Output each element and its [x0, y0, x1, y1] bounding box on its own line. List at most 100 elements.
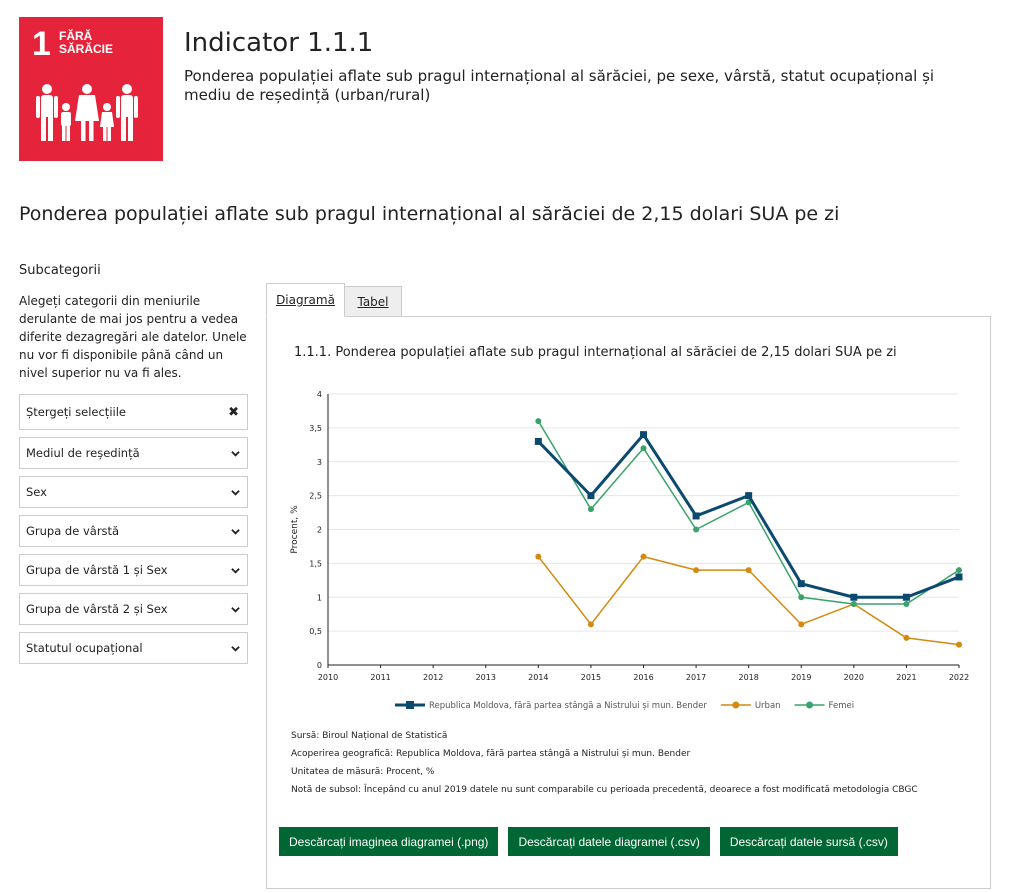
tab-table[interactable]: Tabel — [344, 286, 402, 317]
select-label: Mediul de reședință — [26, 446, 140, 460]
legend-label: Urban — [755, 701, 781, 711]
data-point — [745, 492, 753, 500]
y-tick-label: 0,5 — [309, 627, 322, 636]
select-label: Grupa de vârstă 1 și Sex — [26, 563, 168, 577]
download-buttons: Descărcați imaginea diagramei (.png) Des… — [279, 827, 898, 856]
select-age-group-1-sex[interactable]: Grupa de vârstă 1 și Sex — [19, 554, 248, 586]
data-point — [587, 621, 594, 628]
sdg-goal-logo: 1 FĂRĂ SĂRĂCIE — [19, 17, 163, 161]
select-age-group-2-sex[interactable]: Grupa de vârstă 2 și Sex — [19, 593, 248, 625]
select-label: Grupa de vârstă — [26, 524, 120, 538]
chart-notes: Sursă: Biroul Național de Statistică Aco… — [291, 727, 918, 799]
subcategories-help-text: Alegeți categorii din meniurile derulant… — [19, 294, 247, 380]
y-tick-label: 3,5 — [309, 424, 322, 433]
chevron-down-icon — [231, 489, 240, 496]
unit-note: Unitatea de măsură: Procent, % — [291, 767, 435, 777]
y-tick-label: 2,5 — [309, 492, 322, 501]
clear-selections-button[interactable]: Ștergeți selecțiile ✖ — [19, 394, 248, 430]
indicator-title: Indicator 1.1.1 — [184, 28, 374, 58]
x-tick-label: 2013 — [476, 673, 496, 682]
data-point — [903, 601, 910, 608]
chevron-down-icon — [231, 606, 240, 613]
series-line — [537, 420, 960, 605]
select-occupational-status[interactable]: Statutul ocupațional — [19, 632, 248, 664]
data-point — [693, 526, 700, 533]
legend-label: Femei — [829, 701, 855, 711]
y-axis-label: Procent, % — [290, 505, 300, 554]
clear-selections-label: Ștergeți selecțiile — [26, 405, 126, 419]
sdg-goal-name-line1: FĂRĂ — [59, 29, 93, 43]
legend-marker — [406, 701, 414, 709]
chevron-down-icon — [231, 450, 240, 457]
sdg-goal-name: FĂRĂ SĂRĂCIE — [59, 30, 119, 56]
subcategories-sidebar: Subcategorii Alegeți categorii din meniu… — [19, 263, 248, 671]
source-note: Sursă: Biroul Național de Statistică — [291, 731, 448, 741]
data-point — [640, 431, 647, 439]
download-png-button[interactable]: Descărcați imaginea diagramei (.png) — [279, 827, 499, 856]
x-tick-label: 2016 — [633, 673, 653, 682]
x-tick-label: 2018 — [738, 673, 758, 682]
data-point — [850, 601, 857, 608]
data-point — [535, 418, 542, 425]
close-icon: ✖ — [228, 404, 239, 420]
select-age-group[interactable]: Grupa de vârstă — [19, 515, 248, 547]
series-title: Ponderea populației aflate sub pragul in… — [19, 203, 840, 225]
data-point — [902, 593, 910, 601]
y-tick-label: 3 — [317, 458, 322, 467]
download-source-csv-button[interactable]: Descărcați datele sursă (.csv) — [719, 827, 898, 856]
legend-item: Urban — [720, 701, 781, 711]
legend-label: Republica Moldova, fără partea stângă a … — [429, 701, 707, 711]
data-point — [535, 553, 542, 560]
data-point — [798, 621, 805, 628]
select-label: Statutul ocupațional — [26, 641, 143, 655]
sdg-goal-number: 1 — [32, 25, 51, 63]
x-tick-label: 2021 — [896, 673, 916, 682]
data-point — [955, 573, 963, 581]
chart-panel: 1.1.1. Ponderea populației aflate sub pr… — [266, 316, 991, 889]
sdg-goal-name-line2: SĂRĂCIE — [59, 42, 114, 56]
legend-marker — [732, 701, 740, 709]
tab-chart[interactable]: Diagramă — [266, 283, 345, 317]
data-point — [693, 567, 700, 574]
x-tick-label: 2015 — [581, 673, 601, 682]
x-tick-label: 2022 — [949, 673, 969, 682]
y-tick-label: 4 — [317, 390, 322, 399]
x-tick-label: 2011 — [370, 673, 390, 682]
coverage-note: Acoperirea geografică: Republica Moldova… — [291, 749, 691, 759]
chevron-down-icon — [231, 528, 240, 535]
legend-item: Republica Moldova, fără partea stângă a … — [395, 701, 707, 711]
data-point — [956, 641, 962, 648]
data-point — [692, 512, 700, 520]
chevron-down-icon — [231, 645, 240, 652]
chart-title: 1.1.1. Ponderea populației aflate sub pr… — [294, 345, 897, 360]
data-point — [745, 567, 752, 574]
x-tick-label: 2014 — [528, 673, 548, 682]
select-residence[interactable]: Mediul de reședință — [19, 437, 248, 469]
data-point — [850, 593, 858, 601]
x-tick-label: 2020 — [844, 673, 864, 682]
data-point — [640, 553, 647, 560]
data-point — [903, 634, 910, 641]
y-tick-label: 0 — [317, 661, 322, 670]
data-point — [797, 580, 805, 588]
select-sex[interactable]: Sex — [19, 476, 248, 508]
family-icon — [36, 84, 138, 141]
chevron-down-icon — [231, 567, 240, 574]
data-point — [534, 437, 542, 445]
data-point — [798, 594, 805, 601]
y-tick-label: 2 — [317, 526, 322, 535]
data-point — [640, 445, 647, 452]
download-chart-csv-button[interactable]: Descărcați datele diagramei (.csv) — [508, 827, 710, 856]
data-point — [587, 506, 594, 513]
x-tick-label: 2019 — [791, 673, 811, 682]
y-tick-label: 1,5 — [309, 559, 322, 568]
y-tick-label: 1 — [317, 593, 322, 602]
indicator-description: Ponderea populației aflate sub pragul in… — [184, 67, 935, 104]
subcategories-heading: Subcategorii — [19, 263, 101, 278]
data-point — [956, 567, 962, 574]
x-tick-label: 2017 — [686, 673, 706, 682]
x-tick-label: 2010 — [318, 673, 338, 682]
line-chart: 0 0,5 1 1,5 2 2,5 3 3,5 4 2010 2011 2012 2013 2014 201… — [290, 390, 969, 711]
select-label: Sex — [26, 485, 47, 499]
legend-item: Femei — [794, 701, 855, 711]
